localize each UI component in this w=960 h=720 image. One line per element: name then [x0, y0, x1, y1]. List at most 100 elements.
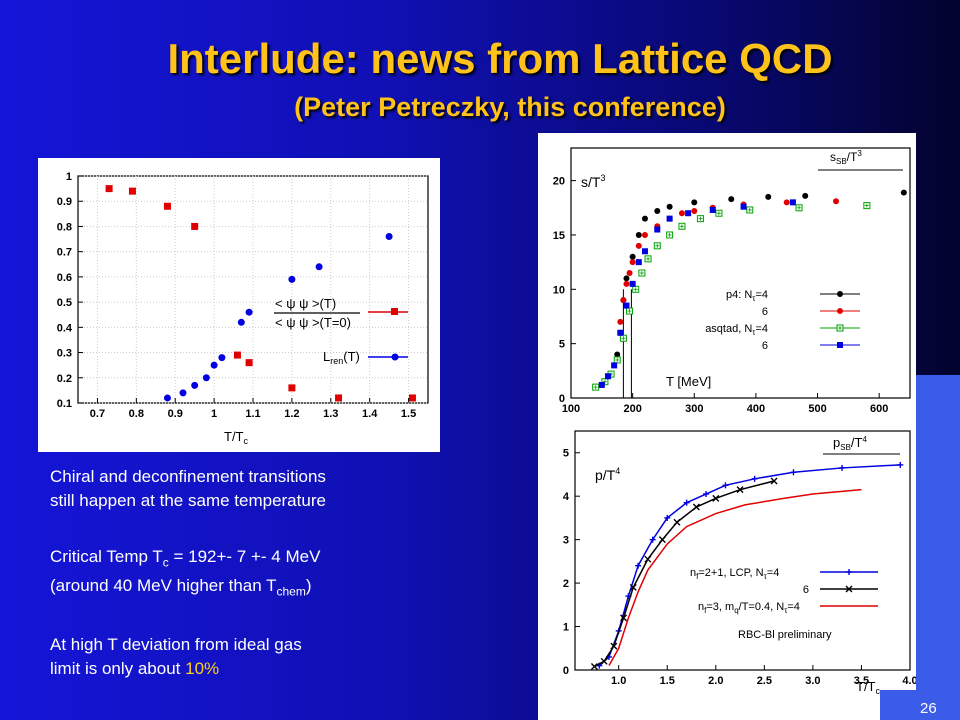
- sb-limit-label: sSB/T3: [830, 149, 862, 166]
- x-tick-label: 4.0: [902, 675, 916, 687]
- x-tick-label: 1.3: [323, 408, 338, 420]
- data-point: [601, 378, 609, 386]
- data-point: [678, 222, 686, 230]
- y-tick-label: 0.6: [57, 272, 72, 284]
- data-point: [335, 394, 343, 402]
- data-point: [629, 259, 636, 266]
- data-point: [900, 189, 907, 196]
- legend-entry: 6: [803, 584, 809, 596]
- data-point: [202, 374, 210, 382]
- legend-entry: nf=2+1, LCP, Nτ=4: [690, 567, 779, 581]
- data-point: [635, 259, 642, 266]
- y-tick-label: 20: [553, 176, 565, 188]
- data-point: [245, 308, 253, 316]
- x-tick-label: 600: [870, 403, 888, 415]
- y-tick-label: 0.4: [57, 322, 73, 334]
- data-point: [626, 307, 634, 315]
- y-tick-label: 0.8: [57, 221, 72, 233]
- preliminary-note: RBC-Bl preliminary: [738, 629, 832, 641]
- data-point: [703, 491, 710, 498]
- data-point: [795, 204, 803, 212]
- data-point: [790, 469, 797, 476]
- y-tick-label: 10: [553, 284, 565, 296]
- chart-panel-chiral: 0.7 0.8 0.9 1 1.1 1.2 1.3 1.4 1.5 0.1 0.2 0.3 0.4 0.5…: [38, 158, 440, 452]
- data-point: [837, 342, 843, 348]
- data-point: [620, 614, 628, 622]
- data-point: [288, 384, 296, 392]
- y-tick-label: 5: [563, 448, 569, 460]
- chart-legend: p4: Nτ=4 6 asqtad, Nτ=4 6: [705, 289, 860, 352]
- data-point: [692, 503, 700, 511]
- data-point: [897, 461, 904, 468]
- data-point: [128, 187, 136, 195]
- data-point: [641, 215, 648, 222]
- data-point: [210, 361, 218, 369]
- y-tick-label: 5: [559, 339, 565, 351]
- plot-frame: [574, 430, 911, 671]
- x-tick-label: 500: [808, 403, 826, 415]
- data-point: [408, 394, 416, 402]
- legend-entry-denominator: < ψ ψ >(T=0): [275, 315, 351, 330]
- data-point: [709, 206, 716, 213]
- data-point: [635, 242, 642, 249]
- data-point: [237, 318, 245, 326]
- paragraph-transitions: Chiral and deconfinement transitions sti…: [50, 465, 326, 513]
- x-tick-label: 1.0: [611, 675, 626, 687]
- x-tick-label: 1: [211, 408, 217, 420]
- data-point: [666, 215, 673, 222]
- data-point: [722, 482, 729, 489]
- data-point: [163, 202, 171, 210]
- x-tick-label: 1.2: [284, 408, 299, 420]
- x-tick-label: 1.5: [660, 675, 675, 687]
- data-point: [845, 585, 853, 593]
- data-point: [839, 464, 846, 471]
- highlight-percent: 10%: [185, 659, 220, 678]
- data-point: [385, 233, 393, 241]
- legend-marker-lren: [391, 353, 399, 361]
- chem-temp-line: (around 40 MeV higher than Tchem): [50, 576, 312, 599]
- data-point: [635, 231, 642, 238]
- y-tick-label: 3: [563, 535, 569, 547]
- data-point: [617, 329, 624, 336]
- data-point: [641, 248, 648, 255]
- data-point: [678, 210, 685, 217]
- data-point: [658, 536, 666, 544]
- data-point: [613, 356, 621, 364]
- data-point: [664, 514, 671, 521]
- text-line: Chiral and deconfinement transitions: [50, 467, 326, 486]
- data-point: [712, 494, 720, 502]
- data-point: [623, 302, 630, 309]
- data-point: [218, 354, 226, 362]
- y-tick-label: 1: [563, 622, 569, 634]
- y-axis-label: p/T4: [595, 466, 620, 483]
- data-point: [691, 199, 698, 206]
- y-tick-label: 0.5: [57, 297, 72, 309]
- data-point: [617, 318, 624, 325]
- x-tick-label: 0.8: [129, 408, 144, 420]
- data-point: [666, 203, 673, 210]
- data-point: [837, 308, 843, 314]
- x-tick-label: 1.1: [245, 408, 260, 420]
- text-line: limit is only about 10%: [50, 659, 220, 678]
- y-tick-label: 1: [66, 171, 72, 183]
- legend-marker-chiral: [391, 308, 398, 315]
- y-tick-label: 4: [563, 491, 570, 503]
- data-point: [598, 381, 605, 388]
- x-tick-label: 3.0: [805, 675, 820, 687]
- data-point: [770, 477, 778, 485]
- data-point: [691, 208, 698, 215]
- data-point: [191, 222, 199, 230]
- data-point: [629, 253, 636, 260]
- data-point: [649, 536, 656, 543]
- legend-entry: nf=3, mq/T=0.4, Nτ=4: [698, 601, 800, 615]
- x-tick-label: 2.0: [708, 675, 723, 687]
- x-tick-label: 2.5: [757, 675, 772, 687]
- data-point: [288, 275, 296, 283]
- data-point: [163, 394, 171, 402]
- data-point: [619, 334, 627, 342]
- x-tick-label: 0.9: [168, 408, 183, 420]
- data-point: [644, 555, 652, 563]
- legend-entry: 6: [762, 306, 768, 318]
- slide-title: Interlude: news from Lattice QCD: [167, 35, 833, 82]
